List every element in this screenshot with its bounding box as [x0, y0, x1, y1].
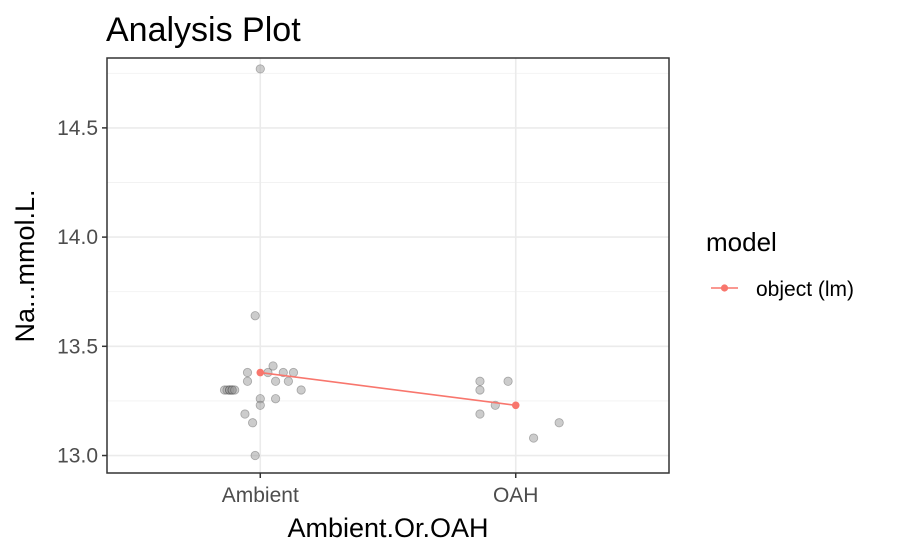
data-point: [242, 367, 253, 378]
axis-layer: 13.0 13.5 14.0 14.5 Ambient OAH: [57, 117, 538, 507]
y-tick-label: 13.0: [57, 445, 98, 468]
chart-title: Analysis Plot: [106, 11, 301, 49]
data-point: [503, 376, 513, 386]
y-tick-label: 14.5: [57, 117, 98, 140]
legend: model object (lm): [706, 227, 854, 301]
y-axis-title: Na...mmol.L.: [10, 189, 40, 342]
data-point: [475, 376, 485, 386]
panel-border: [106, 57, 670, 474]
data-point: [250, 450, 260, 461]
data-point: [250, 311, 260, 321]
data-point: [554, 418, 564, 428]
data-point: [296, 385, 306, 395]
series-point: [511, 401, 520, 410]
y-tick-label: 14.0: [57, 226, 98, 249]
series-line: [260, 371, 516, 407]
y-tick-label: 13.5: [57, 335, 98, 358]
data-layer: [219, 64, 564, 461]
data-point: [268, 361, 278, 371]
data-point: [475, 409, 485, 419]
data-point: [475, 385, 485, 395]
data-point: [248, 418, 258, 428]
data-point: [255, 64, 265, 74]
series-point: [256, 368, 265, 377]
data-point: [270, 376, 281, 386]
x-tick-label: Ambient: [222, 484, 299, 507]
data-point: [242, 376, 253, 386]
legend-title: model: [706, 227, 777, 257]
data-point: [240, 409, 250, 419]
data-point: [288, 367, 299, 378]
plot-panel: [106, 57, 670, 474]
data-point: [230, 385, 240, 395]
legend-key-point: [720, 284, 729, 292]
legend-label: object (lm): [756, 278, 854, 301]
data-point: [255, 400, 265, 410]
x-tick-label: OAH: [493, 484, 539, 507]
data-point: [529, 433, 539, 443]
panel-background: [107, 58, 669, 473]
data-point: [283, 376, 293, 386]
x-axis-title: Ambient.Or.OAH: [287, 513, 488, 543]
data-point: [270, 394, 281, 404]
